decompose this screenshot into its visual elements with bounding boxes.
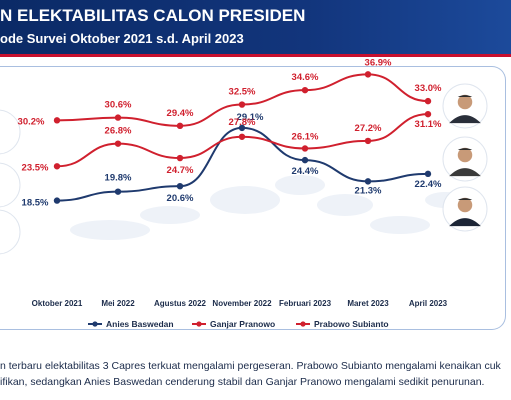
ganjar-pranowo-point-4	[301, 86, 309, 94]
ganjar-pranowo-label-5: 36.9%	[365, 57, 392, 68]
ganjar-pranowo-point-6	[424, 97, 432, 105]
map-island-4	[317, 194, 373, 216]
anies-photo	[442, 186, 488, 232]
anies-baswedan-label-3: 29.1%	[237, 112, 264, 123]
x-tick-label-1: Mei 2022	[101, 299, 135, 308]
x-tick-label-3: November 2022	[212, 299, 272, 308]
map-watermark	[70, 175, 465, 240]
x-tick-label-0: Oktober 2021	[32, 299, 83, 308]
legend-label-ganjar-pranowo: Ganjar Pranowo	[210, 319, 275, 329]
prabowo-subianto-label-3: 27.8%	[229, 117, 256, 128]
left-photo-2	[0, 162, 21, 208]
ganjar-pranowo-label-4: 34.6%	[292, 72, 319, 83]
ganjar-pranowo-point-3	[238, 101, 246, 108]
x-tick-label-2: Agustus 2022	[154, 299, 207, 308]
ganjar-pranowo-point-5	[364, 71, 372, 78]
prabowo-subianto-label-1: 26.8%	[105, 126, 132, 137]
map-island-5	[370, 216, 430, 234]
summary-line-1: n terbaru elektabilitas 3 Capres terkuat…	[0, 360, 501, 372]
x-tick-label-6: April 2023	[409, 299, 448, 308]
summary-text: n terbaru elektabilitas 3 Capres terkuat…	[0, 358, 511, 390]
anies-baswedan-point-0	[53, 197, 61, 204]
prabowo-photo	[442, 83, 488, 129]
map-island-2	[210, 186, 280, 214]
header-accent-bar	[0, 54, 511, 57]
prabowo-subianto-label-2: 24.7%	[167, 165, 194, 176]
anies-baswedan-point-3	[238, 124, 246, 132]
x-tick-label-4: Februari 2023	[279, 299, 332, 308]
prabowo-subianto-point-6	[424, 110, 432, 118]
left-photo-3	[0, 209, 21, 255]
map-island-3	[275, 175, 325, 195]
anies-baswedan-label-5: 21.3%	[355, 185, 382, 196]
page-title: N ELEKTABILITAS CALON PRESIDEN	[0, 6, 306, 25]
candidate-photos	[0, 83, 488, 255]
header-banner: N ELEKTABILITAS CALON PRESIDEN ode Surve…	[0, 0, 511, 54]
prabowo-subianto-point-1	[114, 140, 122, 147]
legend-label-anies-baswedan: Anies Baswedan	[106, 319, 174, 329]
anies-baswedan-point-2	[176, 182, 184, 190]
ganjar-photo	[442, 136, 488, 182]
x-tick-label-5: Maret 2023	[347, 299, 389, 308]
anies-baswedan-label-0: 18.5%	[22, 198, 49, 209]
ganjar-pranowo-label-3: 32.5%	[229, 87, 256, 98]
anies-baswedan-point-4	[301, 156, 309, 164]
map-island-1	[140, 206, 200, 224]
ganjar-pranowo-label-0: 30.2%	[18, 116, 45, 127]
ganjar-pranowo-point-1	[114, 114, 122, 121]
ganjar-pranowo-point-2	[176, 122, 184, 130]
page-subtitle: ode Survei Oktober 2021 s.d. April 2023	[0, 31, 244, 46]
ganjar-pranowo-label-1: 30.6%	[105, 100, 132, 111]
prabowo-subianto-label-4: 26.1%	[292, 131, 319, 142]
prabowo-subianto-point-3	[238, 133, 246, 140]
anies-baswedan-label-4: 24.4%	[292, 166, 319, 177]
prabowo-subianto-point-4	[301, 145, 309, 152]
anies-baswedan-point-1	[114, 188, 122, 195]
left-photo-1	[0, 109, 21, 155]
map-island-0	[70, 220, 150, 240]
anies-baswedan-point-6	[424, 170, 432, 178]
prabowo-subianto-point-5	[364, 137, 372, 145]
summary-line-2: ifikan, sedangkan Anies Baswedan cenderu…	[0, 376, 485, 388]
prabowo-subianto-label-5: 27.2%	[355, 123, 382, 134]
prabowo-subianto-label-0: 23.5%	[22, 162, 49, 173]
anies-baswedan-point-5	[364, 178, 372, 185]
ganjar-pranowo-label-6: 33.0%	[415, 83, 442, 94]
legend-item-prabowo-subianto: Prabowo Subianto	[296, 319, 389, 329]
anies-baswedan-label-1: 19.8%	[105, 173, 132, 184]
anies-baswedan-label-6: 22.4%	[415, 179, 442, 190]
anies-baswedan-label-2: 20.6%	[167, 193, 194, 204]
ganjar-pranowo-point-0	[53, 117, 61, 124]
electability-line-chart: 18.5% 19.8% 20.6% 29.1% 24.4% 21.3% 22.4% 30.2%…	[0, 57, 488, 329]
legend-item-ganjar-pranowo: Ganjar Pranowo	[192, 319, 275, 329]
legend-label-prabowo-subianto: Prabowo Subianto	[314, 319, 389, 329]
prabowo-subianto-label-6: 31.1%	[415, 119, 442, 130]
legend-item-anies-baswedan: Anies Baswedan	[88, 319, 174, 329]
prabowo-subianto-point-0	[53, 163, 61, 170]
prabowo-subianto-point-2	[176, 154, 184, 162]
ganjar-pranowo-label-2: 29.4%	[167, 108, 194, 119]
